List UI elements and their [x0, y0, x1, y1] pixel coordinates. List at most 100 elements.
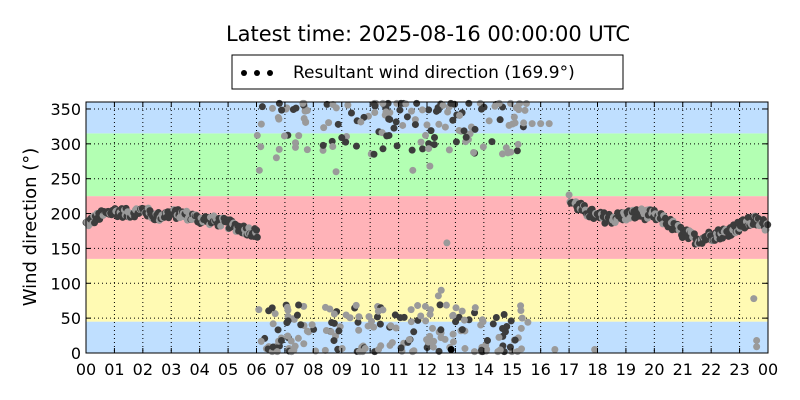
- data-point: [411, 121, 419, 129]
- data-point: [287, 337, 295, 345]
- data-point: [325, 119, 333, 127]
- data-point: [258, 103, 266, 111]
- data-point: [455, 126, 463, 134]
- x-tick-label: 01: [104, 360, 124, 379]
- data-point: [449, 116, 457, 124]
- data-point: [411, 116, 419, 124]
- data-point: [291, 139, 299, 147]
- data-point: [479, 143, 487, 151]
- y-axis-ticks: 0 50 100 150 200 250 300 350: [50, 100, 768, 363]
- data-point: [753, 343, 761, 351]
- data-point: [521, 106, 529, 114]
- x-tick-label: 11: [388, 360, 408, 379]
- data-point: [326, 305, 334, 313]
- data-point: [330, 310, 338, 318]
- data-point: [471, 348, 479, 356]
- y-tick-label: 350: [50, 100, 81, 119]
- data-point: [370, 323, 378, 331]
- data-point: [346, 314, 354, 322]
- data-point: [357, 118, 365, 126]
- y-tick-label: 50: [61, 309, 81, 328]
- x-axis-ticks: 00 01 02 03 04 05 06 07 08 09 10 11 12 13 14 15 16 17 18 19…: [76, 102, 778, 379]
- x-tick-label: 17: [559, 360, 579, 379]
- x-tick-label: 22: [701, 360, 721, 379]
- data-point: [551, 346, 559, 354]
- data-point: [478, 316, 486, 324]
- data-point: [452, 318, 460, 326]
- data-point: [255, 306, 263, 314]
- x-tick-label: 12: [417, 360, 437, 379]
- data-point: [327, 328, 335, 336]
- data-point: [507, 317, 515, 325]
- legend: Resultant wind direction (169.9°): [231, 54, 624, 90]
- data-point: [449, 338, 457, 346]
- data-point: [269, 320, 277, 328]
- data-point: [478, 346, 486, 354]
- data-point: [439, 101, 447, 109]
- data-point: [591, 346, 599, 354]
- data-point: [332, 168, 340, 176]
- data-point: [403, 113, 411, 121]
- data-point: [753, 336, 761, 344]
- data-point: [537, 120, 545, 128]
- data-point: [402, 100, 410, 108]
- data-point: [273, 348, 281, 356]
- data-point: [295, 132, 303, 140]
- data-point: [426, 162, 434, 170]
- data-point: [377, 342, 385, 350]
- data-point: [460, 316, 468, 324]
- data-point: [408, 146, 416, 154]
- data-point: [427, 127, 435, 135]
- data-point: [518, 314, 526, 322]
- x-tick-label: 05: [218, 360, 238, 379]
- data-point: [347, 109, 355, 117]
- data-point: [413, 99, 421, 107]
- data-point: [510, 113, 518, 121]
- data-point: [388, 339, 396, 347]
- data-point: [496, 116, 504, 124]
- data-point: [385, 115, 393, 123]
- data-point: [496, 346, 504, 354]
- data-point: [323, 100, 331, 108]
- data-point: [512, 104, 520, 112]
- data-point: [268, 104, 276, 112]
- data-point: [408, 107, 416, 115]
- data-point: [283, 303, 291, 311]
- data-point: [392, 118, 400, 126]
- data-point: [352, 142, 360, 150]
- data-point: [477, 321, 485, 329]
- legend-marker: [241, 70, 247, 76]
- data-point: [421, 302, 429, 310]
- data-point: [414, 302, 422, 310]
- data-point: [330, 337, 338, 345]
- data-point: [443, 239, 451, 247]
- data-point: [565, 191, 573, 199]
- data-point: [376, 320, 384, 328]
- data-point: [355, 313, 363, 321]
- data-point: [278, 106, 286, 114]
- data-point: [292, 104, 300, 112]
- data-point: [462, 133, 470, 141]
- data-points: [82, 99, 772, 356]
- data-point: [365, 313, 373, 321]
- data-point: [518, 345, 526, 353]
- x-tick-label: 16: [530, 360, 550, 379]
- data-point: [329, 142, 337, 150]
- y-tick-label: 100: [50, 274, 81, 293]
- legend-box: [231, 54, 624, 90]
- data-point: [506, 343, 514, 351]
- data-point: [275, 115, 283, 123]
- data-point: [272, 154, 280, 162]
- y-axis-label: Wind direction (°): [20, 148, 41, 307]
- data-point: [461, 345, 469, 353]
- legend-label: Resultant wind direction (169.9°): [293, 63, 575, 83]
- data-point: [257, 120, 265, 128]
- data-point: [441, 123, 449, 131]
- data-point: [495, 333, 503, 341]
- data-point: [678, 234, 686, 242]
- x-tick-label: 13: [445, 360, 465, 379]
- data-point: [373, 313, 381, 321]
- data-point: [344, 101, 352, 109]
- data-point: [417, 138, 425, 146]
- data-point: [429, 343, 437, 351]
